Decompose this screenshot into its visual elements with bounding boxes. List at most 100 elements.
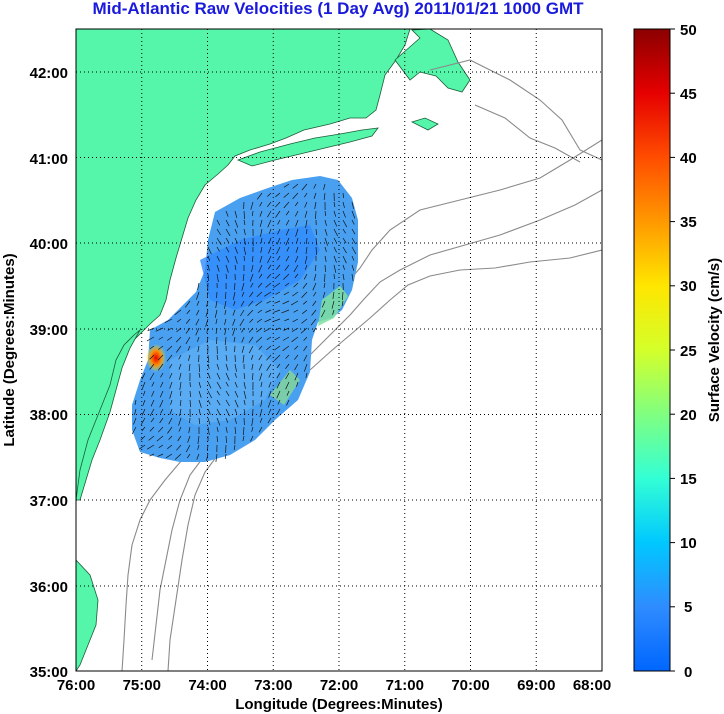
x-tick-label: 70:00 bbox=[451, 677, 489, 694]
velocity-vector bbox=[351, 255, 355, 261]
velocity-vector bbox=[276, 372, 281, 379]
velocity-vector bbox=[224, 318, 227, 325]
velocity-vector bbox=[179, 372, 182, 380]
velocity-vector bbox=[301, 183, 308, 191]
velocity-vector bbox=[285, 381, 290, 390]
velocity-vector bbox=[283, 327, 290, 331]
velocity-vector bbox=[205, 309, 209, 317]
velocity-vector bbox=[140, 435, 146, 441]
velocity-vector bbox=[342, 228, 346, 234]
velocity-vector bbox=[293, 282, 299, 288]
velocity-vector bbox=[225, 219, 230, 227]
velocity-vector bbox=[240, 300, 245, 307]
velocity-vectors bbox=[131, 183, 357, 462]
velocity-vector bbox=[243, 237, 247, 245]
velocity-vector bbox=[234, 408, 238, 414]
velocity-vector bbox=[351, 264, 355, 271]
cape-cod bbox=[394, 29, 471, 93]
velocity-vector bbox=[133, 417, 137, 425]
velocity-vector bbox=[216, 237, 222, 245]
velocity-vector bbox=[207, 390, 213, 399]
velocity-vector bbox=[216, 417, 221, 426]
velocity-vector bbox=[324, 210, 327, 216]
velocity-vector bbox=[216, 435, 218, 443]
velocity-vector bbox=[265, 309, 272, 313]
velocity-vector bbox=[303, 363, 308, 372]
velocity-vector bbox=[268, 372, 272, 378]
velocity-vector bbox=[151, 390, 155, 397]
velocity-vector bbox=[275, 192, 281, 198]
x-axis-label: Longitude (Degrees:Minutes) bbox=[235, 696, 443, 713]
velocity-vector bbox=[169, 390, 173, 399]
velocity-vector bbox=[141, 408, 146, 416]
velocity-vector bbox=[342, 255, 347, 264]
velocity-vector bbox=[139, 444, 146, 450]
velocity-vector bbox=[198, 417, 201, 424]
velocity-vector bbox=[160, 408, 164, 414]
velocity-vector bbox=[224, 453, 227, 459]
velocity-vector bbox=[260, 381, 263, 387]
velocity-vector bbox=[131, 426, 137, 435]
velocity-vector bbox=[207, 372, 211, 379]
velocity-vector bbox=[243, 255, 245, 262]
colorbar-tick-label: 50 bbox=[680, 22, 697, 39]
velocity-vector bbox=[312, 282, 317, 291]
velocity-vector bbox=[185, 444, 191, 453]
velocity-vector bbox=[277, 399, 281, 405]
colorbar-gradient bbox=[633, 28, 671, 672]
velocity-vector bbox=[342, 219, 348, 228]
velocity-vector bbox=[324, 219, 327, 226]
velocity-vector bbox=[225, 237, 229, 243]
velocity-vector bbox=[225, 210, 229, 217]
velocity-vector bbox=[241, 291, 245, 297]
velocity-vector bbox=[295, 219, 299, 227]
velocity-vector bbox=[159, 399, 164, 408]
velocity-vector bbox=[255, 300, 263, 307]
plot-frame bbox=[75, 28, 603, 672]
velocity-vector bbox=[284, 264, 290, 271]
velocity-vector bbox=[207, 354, 210, 364]
velocity-vector bbox=[216, 291, 218, 299]
velocity-vector bbox=[216, 336, 218, 345]
velocity-vector bbox=[165, 453, 173, 459]
velocity-vector bbox=[294, 273, 299, 279]
x-tick-label: 72:00 bbox=[320, 677, 358, 694]
velocity-vector bbox=[267, 192, 272, 197]
colorbar-tick-label: 45 bbox=[680, 86, 697, 103]
velocity-vector bbox=[342, 192, 344, 199]
x-tick-label: 74:00 bbox=[188, 677, 226, 694]
velocity-vector bbox=[267, 201, 272, 208]
velocity-vector bbox=[285, 372, 290, 380]
velocity-vector bbox=[234, 210, 238, 218]
velocity-vector bbox=[268, 408, 272, 414]
velocity-vector bbox=[216, 273, 219, 282]
velocity-vector bbox=[158, 444, 164, 448]
velocity-vector bbox=[256, 318, 263, 323]
velocity-vector bbox=[294, 201, 299, 207]
velocity-vector bbox=[277, 228, 281, 235]
velocity-vector bbox=[168, 435, 173, 440]
velocity-vector bbox=[198, 390, 202, 398]
velocity-vector bbox=[180, 390, 182, 397]
velocity-vector bbox=[205, 318, 209, 327]
velocity-vector bbox=[186, 309, 191, 315]
velocity-vector bbox=[284, 318, 290, 322]
y-tick-label: 39:00 bbox=[30, 322, 68, 339]
velocity-vector bbox=[259, 417, 263, 423]
velocity-vector bbox=[234, 255, 238, 264]
velocity-vector bbox=[268, 228, 272, 234]
velocity-vector bbox=[241, 282, 245, 291]
velocity-vector bbox=[166, 345, 173, 352]
velocity-vector bbox=[351, 237, 356, 245]
velocity-vector bbox=[314, 264, 317, 272]
velocity-vector bbox=[273, 282, 281, 288]
velocity-vector bbox=[243, 390, 247, 399]
velocity-vector bbox=[256, 192, 263, 200]
velocity-vector bbox=[232, 291, 236, 300]
velocity-vector bbox=[333, 237, 337, 243]
velocity-vector bbox=[275, 210, 281, 218]
velocity-vector bbox=[277, 219, 281, 225]
velocity-vector bbox=[248, 300, 254, 307]
velocity-vector bbox=[224, 309, 227, 315]
velocity-vector bbox=[260, 390, 263, 397]
